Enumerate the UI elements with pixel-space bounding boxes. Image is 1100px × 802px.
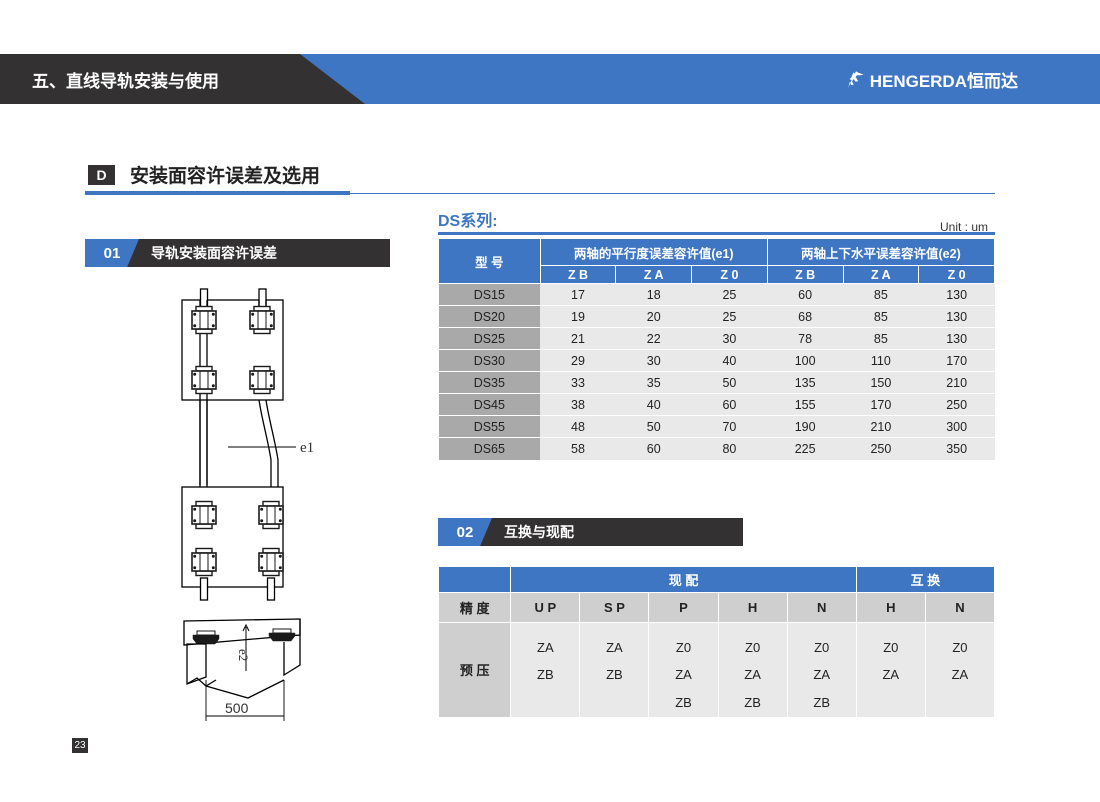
svg-text:e2: e2 — [236, 649, 251, 661]
svg-text:e1: e1 — [300, 440, 314, 456]
svg-text:500: 500 — [225, 700, 249, 716]
